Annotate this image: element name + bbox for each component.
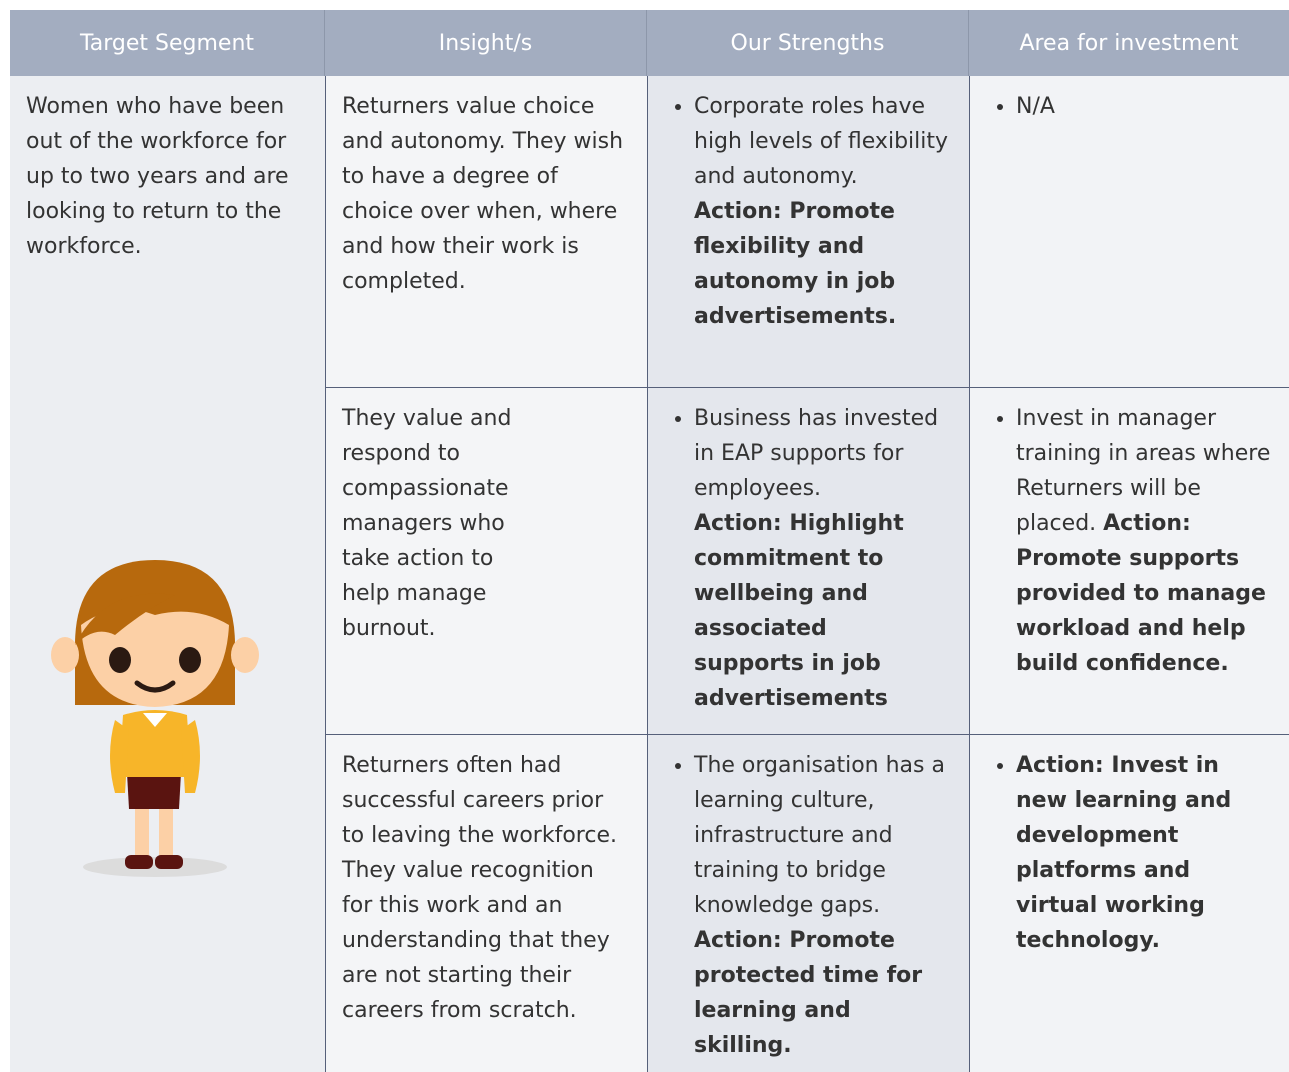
strength-action: Action: Promote flexibility and autonomy…	[694, 199, 897, 329]
strengths-cell: Corporate roles have high levels of flex…	[647, 76, 969, 387]
insight-cell: They value and respond to compassionate …	[325, 387, 647, 734]
header-cell: Target Segment	[10, 10, 325, 76]
character-illustration	[51, 560, 259, 877]
investment-cell: Invest in manager training in areas wher…	[969, 387, 1289, 734]
investment-text: Invest in manager training in areas wher…	[1016, 406, 1271, 536]
insight-text: Returners value choice and autonomy. The…	[342, 94, 624, 294]
investment-cell: N/A	[969, 76, 1289, 387]
header-cell: Our Strengths	[647, 10, 969, 76]
insight-text: They value and respond to compassionate …	[342, 406, 512, 641]
insight-cell: Returners value choice and autonomy. The…	[325, 76, 647, 387]
insight-text: Returners often had successful careers p…	[342, 753, 617, 1023]
strength-text: Corporate roles have high levels of flex…	[694, 94, 949, 189]
strength-text: The organisation has a learning culture,…	[694, 753, 945, 918]
strengths-cell: Business has invested in EAP supports fo…	[647, 387, 969, 734]
insight-cell: Returners often had successful careers p…	[325, 734, 647, 1072]
investment-text: N/A	[1016, 94, 1055, 119]
investment-action: Action: Promote supports provided to man…	[1016, 511, 1266, 676]
header-cell: Insight/s	[325, 10, 647, 76]
segment-text: Women who have been out of the workforce…	[26, 94, 289, 259]
strengths-cell: The organisation has a learning culture,…	[647, 734, 969, 1072]
strength-text: Business has invested in EAP supports fo…	[694, 406, 939, 501]
strength-action: Action: Highlight commitment to wellbein…	[694, 511, 904, 711]
investment-cell: Action: Invest in new learning and devel…	[969, 734, 1289, 1072]
strength-action: Action: Promote protected time for learn…	[694, 928, 923, 1058]
segment-cell: Women who have been out of the workforce…	[10, 76, 325, 1072]
header-cell: Area for investment	[969, 10, 1289, 76]
investment-action: Action: Invest in new learning and devel…	[1016, 753, 1232, 953]
